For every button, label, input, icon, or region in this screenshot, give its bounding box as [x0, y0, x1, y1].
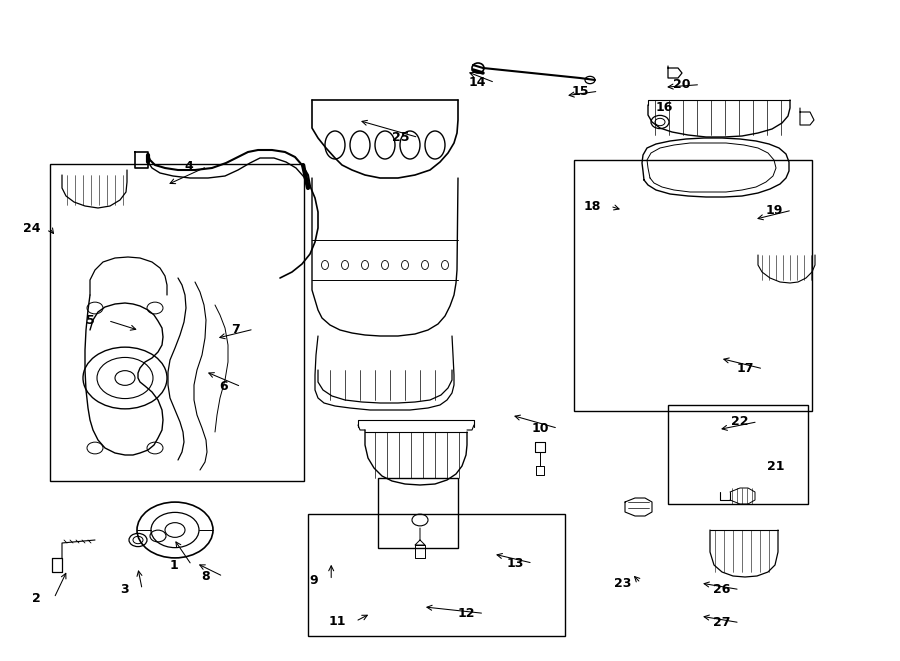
Text: 10: 10 — [531, 422, 549, 435]
Text: 2: 2 — [32, 592, 40, 605]
Text: 24: 24 — [22, 221, 40, 235]
Bar — [378, 478, 458, 548]
Bar — [668, 405, 808, 504]
Text: 13: 13 — [506, 557, 524, 570]
Text: 14: 14 — [468, 76, 486, 89]
Bar — [308, 514, 565, 636]
Text: 19: 19 — [765, 204, 783, 217]
Text: 12: 12 — [457, 607, 475, 620]
Text: 18: 18 — [583, 200, 601, 213]
Text: 20: 20 — [673, 78, 691, 91]
Bar — [574, 160, 812, 411]
Text: 7: 7 — [231, 323, 240, 336]
Text: 6: 6 — [219, 380, 228, 393]
Text: 16: 16 — [655, 100, 673, 114]
Text: 5: 5 — [86, 314, 94, 327]
Text: 15: 15 — [572, 85, 590, 98]
Text: 11: 11 — [328, 615, 346, 628]
Text: 25: 25 — [392, 131, 410, 144]
Text: 21: 21 — [767, 459, 785, 473]
Text: 1: 1 — [169, 559, 178, 572]
Text: 4: 4 — [184, 160, 194, 173]
Bar — [50, 164, 304, 481]
Text: 17: 17 — [736, 362, 754, 375]
Text: 27: 27 — [713, 616, 731, 629]
Text: 26: 26 — [713, 583, 731, 596]
Text: 23: 23 — [614, 576, 632, 590]
Text: 8: 8 — [201, 570, 210, 583]
Text: 9: 9 — [309, 574, 318, 587]
Text: 22: 22 — [731, 415, 749, 428]
Text: 3: 3 — [120, 583, 129, 596]
